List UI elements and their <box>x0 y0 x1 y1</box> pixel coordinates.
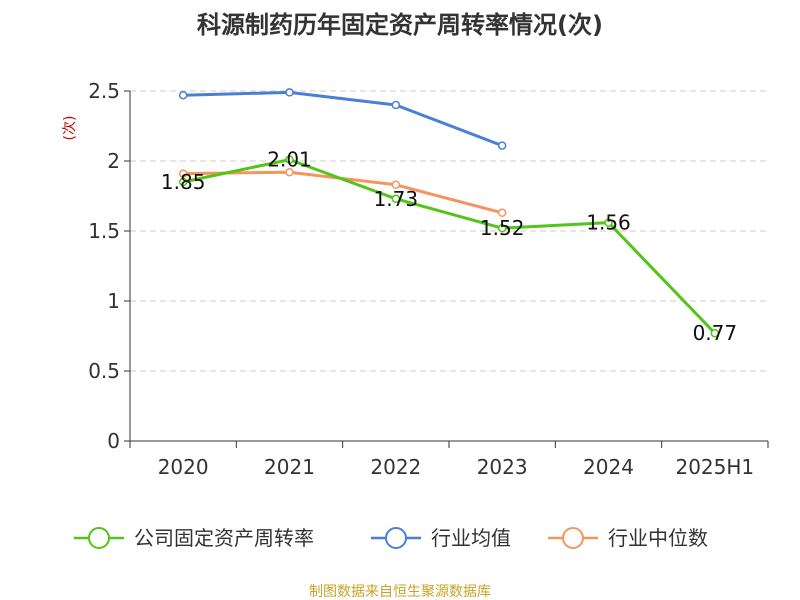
data-label: 1.73 <box>374 187 419 211</box>
x-tick-label: 2022 <box>370 455 421 479</box>
data-point <box>285 88 294 97</box>
data-point <box>497 223 507 233</box>
data-label: 1.85 <box>161 170 206 194</box>
data-point <box>604 218 613 227</box>
data-labels: 1.85 2.01 1.73 1.52 1.56 0.77 <box>161 148 737 346</box>
source-note: 制图数据来自恒生聚源数据库 <box>309 584 491 600</box>
y-tick-label: 2 <box>107 149 120 173</box>
data-label: 0.77 <box>693 321 738 345</box>
legend-swatch-marker <box>385 527 407 549</box>
legend-label: 行业均值 <box>431 526 511 550</box>
y-tick-label: 2.5 <box>88 79 120 103</box>
x-tick-label: 2021 <box>264 455 315 479</box>
y-tick-label: 0 <box>107 429 120 453</box>
data-label: 1.56 <box>586 211 631 235</box>
series-line <box>181 158 717 335</box>
data-point <box>497 208 507 218</box>
y-axis-unit-label: (次) <box>62 116 78 141</box>
data-point <box>285 155 294 164</box>
legend-swatch-marker <box>562 527 584 549</box>
data-point <box>391 180 401 190</box>
y-tick-label: 1 <box>107 289 120 313</box>
data-point <box>178 177 188 187</box>
grid-lines <box>130 90 768 372</box>
data-point <box>178 169 188 178</box>
x-tick-label: 2023 <box>477 455 528 479</box>
series-line <box>181 90 504 148</box>
y-tick-label: 1.5 <box>88 219 120 243</box>
legend-swatch-marker <box>88 527 110 549</box>
x-tick-label: 2025H1 <box>675 455 754 479</box>
data-point <box>178 90 188 100</box>
y-tick-label: 0.5 <box>88 359 120 383</box>
data-point <box>497 141 507 150</box>
series-group <box>178 88 720 338</box>
data-point <box>285 167 294 177</box>
data-point <box>391 194 401 204</box>
data-point <box>710 328 720 338</box>
chart-title: 科源制药历年固定资产周转率情况(次) <box>197 11 603 39</box>
x-tick-label: 2024 <box>583 455 634 479</box>
legend-label: 公司固定资产周转率 <box>134 526 314 550</box>
data-label: 1.52 <box>480 216 525 240</box>
data-point <box>391 100 401 110</box>
legend: 公司固定资产周转率 行业均值 行业中位数 <box>74 526 708 550</box>
legend-label: 行业中位数 <box>608 526 708 550</box>
data-label: 2.01 <box>267 148 312 172</box>
x-tick-label: 2020 <box>158 455 209 479</box>
